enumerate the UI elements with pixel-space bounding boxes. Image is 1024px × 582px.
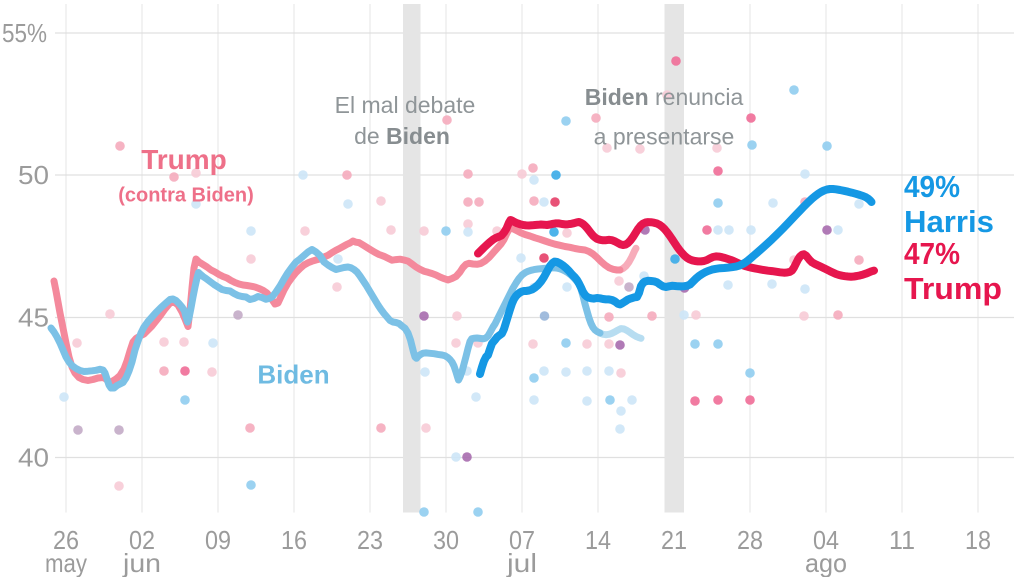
svg-text:50: 50 bbox=[18, 160, 49, 190]
svg-text:Trump: Trump bbox=[141, 144, 227, 175]
svg-text:28: 28 bbox=[737, 525, 763, 555]
svg-text:Biden: Biden bbox=[257, 360, 329, 390]
svg-text:21: 21 bbox=[661, 525, 687, 555]
svg-text:jun: jun bbox=[122, 548, 161, 577]
svg-text:Biden renuncia: Biden renuncia bbox=[585, 84, 744, 110]
svg-text:de Biden: de Biden bbox=[354, 123, 450, 149]
svg-text:Harris: Harris bbox=[904, 204, 994, 239]
svg-text:a presentarse: a presentarse bbox=[594, 124, 735, 150]
svg-text:(contra Biden): (contra Biden) bbox=[118, 185, 254, 207]
svg-text:40: 40 bbox=[18, 443, 49, 473]
svg-text:45: 45 bbox=[18, 303, 49, 333]
svg-text:may: may bbox=[45, 548, 87, 577]
svg-text:ago: ago bbox=[805, 548, 847, 577]
svg-text:26: 26 bbox=[53, 525, 79, 555]
svg-text:49%: 49% bbox=[904, 169, 960, 204]
svg-text:18: 18 bbox=[965, 525, 991, 555]
svg-text:07: 07 bbox=[509, 525, 535, 555]
svg-text:02: 02 bbox=[129, 525, 155, 555]
svg-text:47%: 47% bbox=[904, 236, 960, 271]
svg-text:16: 16 bbox=[281, 525, 307, 555]
svg-text:04: 04 bbox=[813, 525, 839, 555]
svg-text:55%: 55% bbox=[2, 18, 47, 48]
svg-text:El mal debate: El mal debate bbox=[335, 92, 476, 118]
svg-text:09: 09 bbox=[205, 525, 231, 555]
svg-text:11: 11 bbox=[889, 525, 915, 555]
svg-text:Trump: Trump bbox=[904, 271, 1002, 306]
svg-text:30: 30 bbox=[433, 525, 459, 555]
svg-text:14: 14 bbox=[585, 525, 611, 555]
svg-text:jul: jul bbox=[506, 548, 537, 577]
svg-text:23: 23 bbox=[357, 525, 383, 555]
